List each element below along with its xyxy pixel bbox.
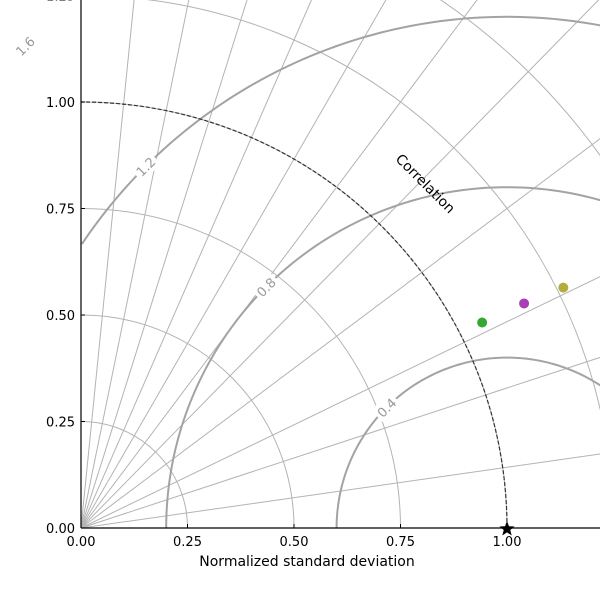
std-grid-arc — [439, 0, 600, 157]
std-grid-arc — [80, 314, 295, 529]
correlation-grid-line — [80, 0, 135, 529]
correlation-title: Correlation — [392, 151, 458, 217]
x-axis-title: Normalized standard deviation — [199, 554, 414, 570]
x-tick-label: 0.00 — [67, 535, 96, 550]
rms-label-bg — [9, 30, 41, 62]
y-tick-label: 1.25 — [46, 0, 75, 5]
reference-star-marker — [499, 521, 515, 536]
std-grid-arc — [80, 208, 401, 529]
correlation-grid-line — [80, 0, 478, 529]
data-point — [558, 282, 569, 293]
data-point — [477, 317, 488, 328]
x-tick-label: 0.25 — [173, 535, 202, 550]
data-points — [477, 282, 569, 536]
tick-labels: 0.000.250.500.751.001.251.501.752.000.00… — [46, 0, 600, 550]
rms-label-bg — [250, 271, 282, 303]
rms-contour — [165, 186, 600, 529]
x-tick-label: 0.50 — [280, 535, 309, 550]
std-grid-arc — [145, 0, 600, 412]
grid-layer — [80, 0, 600, 529]
correlation-grid-line — [80, 0, 387, 529]
rms-contours: 0.40.81.21.62.0 — [9, 15, 600, 529]
rms-label-bg — [129, 150, 162, 183]
y-tick-label: 1.00 — [46, 96, 75, 111]
y-tick-label: 0.25 — [46, 416, 75, 431]
y-tick-label: 0.50 — [46, 309, 75, 324]
x-tick-label: 0.75 — [386, 535, 415, 550]
correlation-grid-line — [80, 0, 312, 529]
correlation-grid-line — [80, 276, 600, 529]
std-grid-arc — [80, 421, 188, 529]
rms-contour — [335, 356, 600, 529]
correlation-grid-line — [80, 356, 600, 529]
std-grid-arc — [80, 101, 508, 529]
rms-contour — [81, 15, 600, 245]
correlation-grid-line — [80, 138, 600, 529]
correlation-grid-line — [80, 453, 600, 529]
y-tick-label: 0.00 — [46, 522, 75, 537]
y-tick-label: 0.75 — [46, 203, 75, 218]
correlation-grid-line — [80, 0, 248, 529]
rms-label-bg — [370, 391, 403, 424]
correlation-grid-line — [80, 0, 190, 529]
data-point — [519, 298, 530, 309]
x-tick-label: 1.00 — [493, 535, 522, 550]
